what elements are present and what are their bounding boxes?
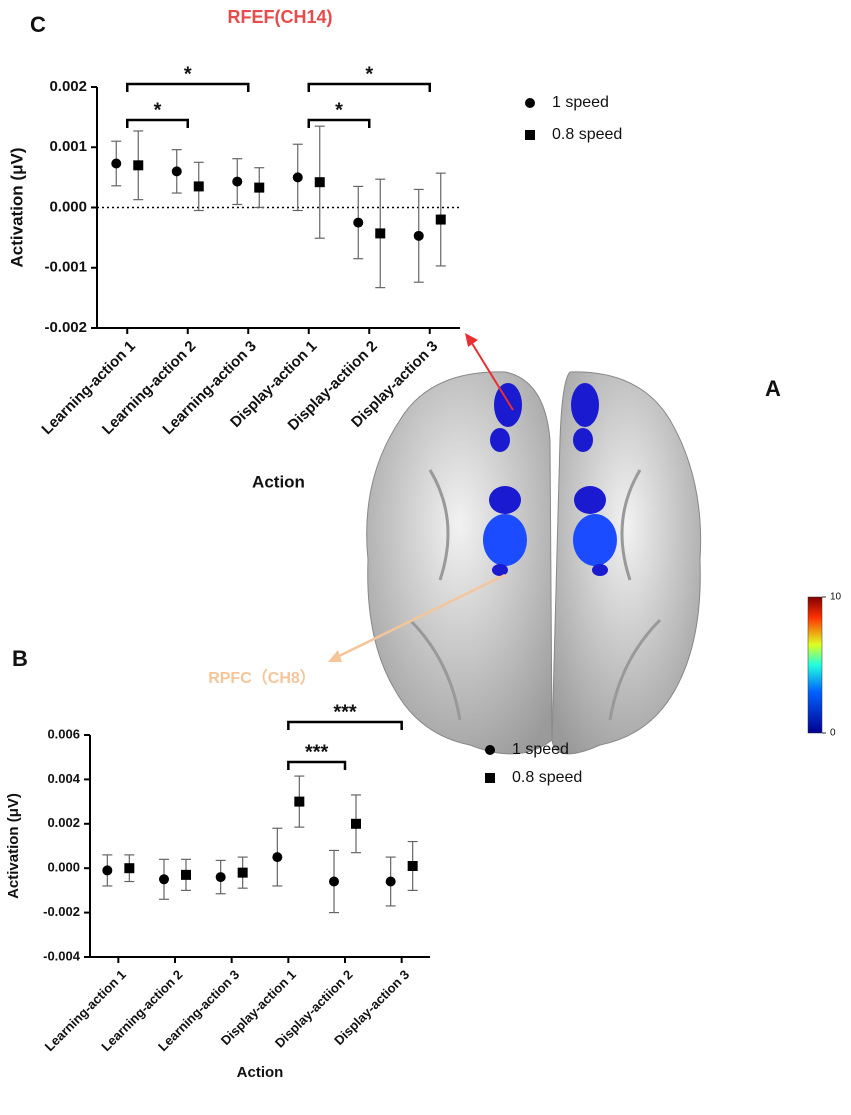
point bbox=[375, 228, 386, 239]
x-axis-title: Action bbox=[237, 1064, 284, 1081]
significance-bracket bbox=[287, 720, 403, 730]
point bbox=[171, 166, 182, 177]
significance-bracket bbox=[126, 118, 189, 128]
legend-label: 1 speed bbox=[512, 741, 569, 758]
point bbox=[407, 860, 418, 871]
point bbox=[254, 182, 265, 193]
chart-title: RFEF(CH14) bbox=[227, 7, 332, 27]
point bbox=[159, 874, 169, 885]
region-label: RPFC（CH8） bbox=[208, 669, 316, 687]
arrow bbox=[334, 573, 506, 660]
panel-label: C bbox=[30, 12, 46, 37]
legend-marker bbox=[485, 745, 495, 755]
significance-bracket bbox=[287, 760, 347, 770]
legend-marker bbox=[525, 130, 535, 140]
y-tick-label: 0.002 bbox=[47, 815, 80, 830]
colorbar-tick-label: 0 bbox=[830, 728, 836, 739]
significance-label: * bbox=[335, 99, 343, 121]
point bbox=[435, 214, 446, 225]
panel-label: B bbox=[12, 646, 28, 671]
y-tick-label: 0.002 bbox=[49, 78, 87, 95]
point bbox=[133, 160, 144, 171]
legend-label: 0.8 speed bbox=[512, 769, 582, 786]
significance-label: * bbox=[365, 63, 373, 85]
point bbox=[314, 177, 325, 188]
point bbox=[385, 876, 396, 887]
y-axis-title: Activation (μV) bbox=[7, 148, 26, 268]
brain bbox=[366, 371, 702, 755]
significance-label: *** bbox=[333, 701, 357, 723]
legend-label: 0.8 speed bbox=[552, 126, 622, 143]
colorbar-tick-label: 10 bbox=[830, 592, 842, 603]
significance-label: *** bbox=[305, 741, 329, 763]
legend-label: 1 speed bbox=[552, 94, 609, 111]
legend-marker bbox=[485, 773, 495, 783]
point bbox=[181, 869, 191, 880]
y-tick-label: -0.002 bbox=[43, 904, 80, 919]
significance-bracket bbox=[307, 82, 431, 92]
arrow bbox=[469, 339, 514, 411]
y-tick-label: -0.002 bbox=[44, 319, 87, 336]
y-tick-label: -0.004 bbox=[43, 948, 81, 963]
point bbox=[413, 230, 424, 241]
y-tick-label: 0.001 bbox=[49, 138, 87, 155]
significance-label: * bbox=[154, 99, 162, 121]
point bbox=[232, 176, 243, 187]
point bbox=[292, 172, 303, 183]
y-tick-label: 0.000 bbox=[47, 860, 80, 875]
point bbox=[237, 867, 248, 878]
y-tick-label: 0.006 bbox=[47, 726, 80, 741]
significance-bracket bbox=[126, 82, 250, 92]
point bbox=[351, 818, 361, 829]
arrow-head bbox=[328, 650, 342, 662]
point bbox=[124, 863, 135, 874]
point bbox=[193, 181, 204, 192]
panel-label: A bbox=[765, 376, 781, 401]
point bbox=[102, 865, 113, 876]
point bbox=[353, 217, 364, 228]
y-tick-label: 0.000 bbox=[49, 198, 87, 215]
point bbox=[329, 876, 339, 887]
point bbox=[272, 852, 283, 863]
x-axis-title: Action bbox=[252, 472, 305, 491]
y-tick-label: 0.004 bbox=[47, 771, 80, 786]
significance-bracket bbox=[307, 118, 371, 128]
y-axis-title: Activation (μV) bbox=[5, 793, 22, 899]
legend-marker bbox=[525, 98, 535, 108]
significance-label: * bbox=[184, 63, 192, 85]
point bbox=[294, 796, 305, 807]
colorbar bbox=[807, 596, 823, 734]
point bbox=[111, 158, 122, 169]
point bbox=[215, 872, 226, 883]
y-tick-label: -0.001 bbox=[44, 259, 87, 276]
arrow-head bbox=[465, 333, 478, 347]
